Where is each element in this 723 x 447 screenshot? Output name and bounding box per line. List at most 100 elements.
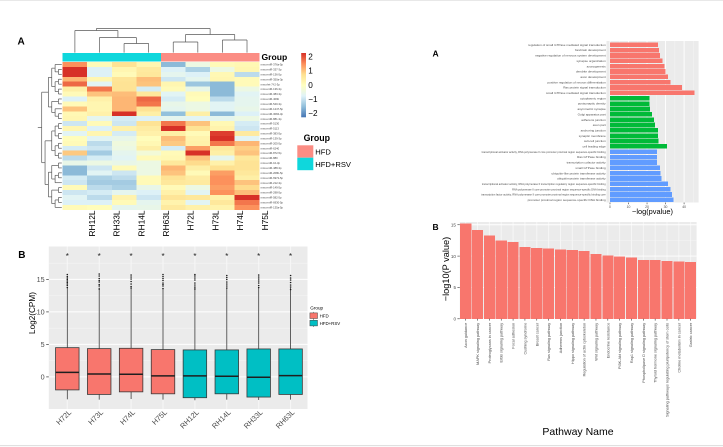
svg-text:−1: −1 [308, 95, 318, 104]
svg-text:15: 15 [37, 275, 45, 284]
svg-text:RH33L: RH33L [112, 210, 122, 236]
svg-text:*: * [130, 252, 133, 261]
svg-text:asymmetric synapse: asymmetric synapse [577, 107, 605, 111]
svg-text:40: 40 [682, 205, 686, 209]
svg-text:adherens junction: adherens junction [581, 118, 606, 122]
svg-text:Hippo signaling pathway: Hippo signaling pathway [571, 323, 575, 364]
svg-text:A: A [18, 37, 25, 48]
svg-text:15: 15 [451, 222, 457, 227]
svg-text:0: 0 [41, 372, 45, 381]
svg-text:mmu-let-7f-2-3p: mmu-let-7f-2-3p [261, 82, 281, 86]
svg-text:A: A [433, 49, 439, 59]
svg-text:Pathway Name: Pathway Name [542, 426, 613, 438]
svg-text:Regulation of actin cytoskelet: Regulation of actin cytoskeleton [583, 323, 587, 377]
svg-text:5: 5 [453, 285, 456, 290]
svg-text:cell-cell junction: cell-cell junction [584, 139, 606, 143]
svg-text:mmu-miR-205-5p: mmu-miR-205-5p [261, 141, 282, 145]
svg-text:mmu-miR-10-3p: mmu-miR-10-3p [261, 161, 281, 165]
svg-text:H73L: H73L [210, 210, 220, 230]
svg-text:regulation of small GTPase med: regulation of small GTPase mediated sign… [528, 43, 606, 47]
svg-text:Choline metabolism in cancer: Choline metabolism in cancer [677, 322, 681, 373]
svg-text:B: B [18, 250, 25, 261]
svg-text:5: 5 [41, 340, 45, 349]
svg-text:HFD+RSV: HFD+RSV [320, 321, 341, 326]
svg-text:mmu-miR-135a-5p: mmu-miR-135a-5p [261, 205, 284, 209]
svg-text:axon development: axon development [580, 75, 605, 79]
svg-text:Wnt signaling pathway: Wnt signaling pathway [594, 323, 598, 361]
svg-text:mmu-miR-383-5p: mmu-miR-383-5p [261, 132, 282, 136]
svg-text:postsynaptic density: postsynaptic density [578, 102, 606, 106]
svg-text:B: B [433, 222, 439, 232]
svg-text:transcription cofactor activit: transcription cofactor activity [567, 161, 606, 165]
svg-text:Axon guidance: Axon guidance [464, 323, 468, 348]
svg-text:mmu-miR-1247-5p: mmu-miR-1247-5p [261, 107, 284, 111]
svg-text:mmu-miR-6930-5p: mmu-miR-6930-5p [261, 201, 284, 205]
svg-text:H75L: H75L [260, 210, 270, 230]
svg-text:axonogenesis: axonogenesis [587, 64, 607, 68]
svg-text:mmu-miR-376a-5p: mmu-miR-376a-5p [261, 63, 284, 67]
svg-text:RH12L: RH12L [87, 210, 97, 236]
svg-text:10: 10 [627, 205, 631, 209]
svg-text:Group: Group [304, 133, 331, 143]
svg-text:Rap1 signaling pathway: Rap1 signaling pathway [630, 323, 634, 363]
svg-text:Endocrine resistance: Endocrine resistance [606, 323, 610, 358]
svg-text:0: 0 [308, 81, 313, 90]
svg-text:axon part: axon part [593, 123, 606, 127]
svg-text:cytoplasmic region: cytoplasmic region [580, 96, 606, 100]
svg-text:30: 30 [664, 205, 668, 209]
svg-text:synaptic membrane: synaptic membrane [579, 134, 606, 138]
svg-text:PI3K-Akt signaling pathway: PI3K-Akt signaling pathway [618, 323, 622, 369]
svg-text:mmu-miR-350a-3p: mmu-miR-350a-3p [261, 77, 284, 81]
svg-text:*: * [66, 252, 69, 261]
svg-text:mmu-miR-582-5p: mmu-miR-582-5p [261, 196, 282, 200]
svg-text:mmu-miR-488-3p: mmu-miR-488-3p [261, 166, 282, 170]
svg-text:HFD+RSV: HFD+RSV [315, 160, 352, 169]
svg-text:mmu-miR-383-3p: mmu-miR-383-3p [261, 92, 282, 96]
svg-text:ubiquitin-like protein transfe: ubiquitin-like protein transferase activ… [552, 171, 607, 175]
svg-text:Phospholipase D signaling path: Phospholipase D signaling pathway [642, 323, 646, 383]
svg-text:mmu-miR-540-3p: mmu-miR-540-3p [261, 102, 282, 106]
svg-text:0: 0 [453, 317, 456, 322]
svg-text:ubiquitin-protein transferase: ubiquitin-protein transferase activity [557, 177, 606, 181]
svg-text:*: * [257, 252, 260, 261]
svg-text:Breast cancer: Breast cancer [535, 322, 539, 346]
svg-text:Thyroid hormone signaling path: Thyroid hormone signaling pathway [654, 323, 658, 383]
svg-text:*: * [193, 252, 196, 261]
svg-text:cell leading edge: cell leading edge [582, 145, 606, 149]
svg-text:Group: Group [262, 52, 288, 62]
svg-text:0: 0 [609, 205, 611, 209]
svg-text:mmu-miR-6972-5p: mmu-miR-6972-5p [261, 176, 284, 180]
svg-text:RH14L: RH14L [136, 210, 146, 236]
svg-text:Log2(CPM): Log2(CPM) [28, 292, 37, 334]
svg-text:Focal adhesion: Focal adhesion [512, 323, 516, 349]
svg-text:Adherens junction: Adherens junction [559, 323, 563, 353]
svg-text:mmu-miR-5130: mmu-miR-5130 [261, 122, 280, 126]
svg-text:Group: Group [310, 305, 323, 310]
svg-text:MAPK signaling pathway: MAPK signaling pathway [476, 323, 480, 365]
svg-text:Gastric cancer: Gastric cancer [689, 322, 693, 347]
svg-text:−log10(P value): −log10(P value) [441, 237, 451, 301]
svg-text:small GTPase binding: small GTPase binding [575, 166, 606, 170]
svg-text:−log(pvalue): −log(pvalue) [632, 207, 673, 216]
svg-text:RH63L: RH63L [161, 210, 171, 236]
svg-text:mmu-miR-136-5p: mmu-miR-136-5p [261, 72, 282, 76]
svg-text:transcriptional activator acti: transcriptional activator activity, RNA … [482, 150, 607, 154]
svg-text:small GTPase mediated signal t: small GTPase mediated signal transductio… [546, 91, 606, 95]
svg-text:mmu-miR-212-3p: mmu-miR-212-3p [261, 181, 282, 185]
svg-text:ErbB signaling pathway: ErbB signaling pathway [500, 323, 504, 363]
svg-text:Ras GTPase binding: Ras GTPase binding [577, 155, 606, 159]
svg-text:Proteoglycans in cancer: Proteoglycans in cancer [488, 322, 492, 363]
svg-text:mmu-miR-880: mmu-miR-880 [261, 156, 279, 160]
svg-text:promoter proximal region seque: promoter proximal region sequence-specif… [528, 198, 606, 202]
svg-text:negative regulation of nervous: negative regulation of nervous system de… [535, 54, 606, 58]
svg-text:*: * [225, 252, 228, 261]
svg-text:mmu-miR-3084-3p: mmu-miR-3084-3p [261, 112, 284, 116]
svg-text:mmu-miR-872-5p: mmu-miR-872-5p [261, 151, 282, 155]
svg-text:mmu-miR-298-5p: mmu-miR-298-5p [261, 191, 282, 195]
svg-text:mmu-miR-139-3p: mmu-miR-139-3p [261, 136, 282, 140]
svg-text:mmu-miR-136-3p: mmu-miR-136-3p [261, 87, 282, 91]
svg-text:forebrain development: forebrain development [575, 48, 606, 52]
svg-text:10: 10 [37, 307, 45, 316]
svg-text:synapse organization: synapse organization [576, 59, 606, 63]
svg-text:10: 10 [451, 254, 457, 259]
